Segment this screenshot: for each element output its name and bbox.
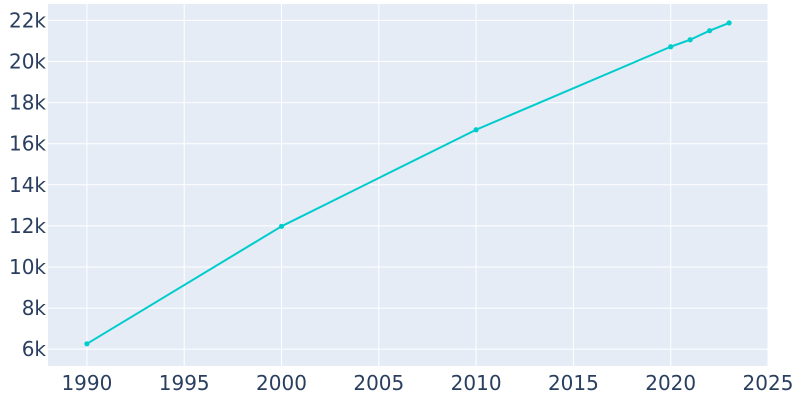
x-tick-label: 1995	[159, 371, 210, 395]
x-tick-label: 2015	[548, 371, 599, 395]
x-tick-label: 2005	[353, 371, 404, 395]
y-tick-label: 18k	[9, 91, 46, 115]
data-point[interactable]	[707, 28, 713, 34]
data-point[interactable]	[473, 127, 479, 133]
data-point[interactable]	[668, 44, 674, 50]
data-point[interactable]	[278, 223, 285, 229]
x-tick-label: 2025	[743, 371, 794, 395]
series-layer	[84, 20, 732, 347]
y-tick-label: 8k	[22, 296, 47, 320]
y-tick-label: 10k	[9, 255, 46, 279]
y-tick-label: 6k	[22, 337, 47, 361]
y-tick-label: 20k	[9, 50, 46, 74]
x-tick-label: 1990	[61, 371, 112, 395]
x-tick-label: 2010	[451, 371, 502, 395]
y-gridlines	[48, 19, 768, 350]
y-tick-label: 16k	[9, 132, 46, 156]
x-axis-tick-labels: 1990 1995 2000 2005 2010 2015 2020 2025	[61, 371, 793, 395]
y-tick-label: 12k	[9, 214, 46, 238]
data-point[interactable]	[726, 20, 732, 26]
y-tick-label: 14k	[9, 173, 46, 197]
x-tick-label: 2000	[256, 371, 307, 395]
y-axis-tick-labels: 6k 8k 10k 12k 14k 16k 18k 20k 22k	[9, 8, 46, 361]
y-tick-label: 22k	[9, 8, 46, 32]
x-tick-label: 2020	[645, 371, 696, 395]
data-point[interactable]	[84, 341, 90, 347]
data-point[interactable]	[687, 37, 693, 43]
